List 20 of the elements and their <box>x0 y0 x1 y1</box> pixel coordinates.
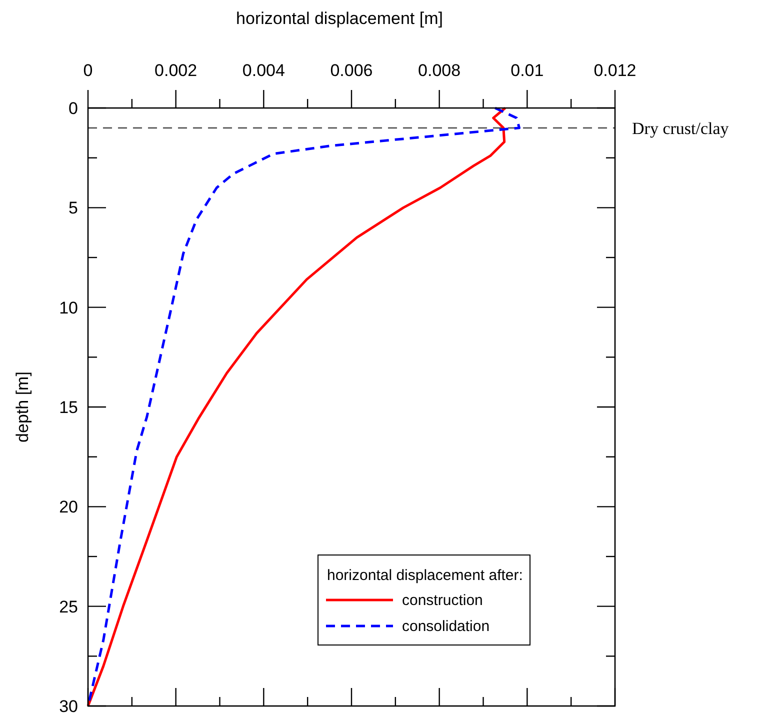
y-tick-label: 10 <box>59 298 78 318</box>
legend-label: consolidation <box>402 618 490 635</box>
x-tick-label: 0.006 <box>330 61 373 80</box>
y-tick-label: 0 <box>68 99 78 118</box>
x-tick-label: 0 <box>83 61 93 80</box>
y-tick-label: 5 <box>68 198 78 218</box>
y-tick-label: 25 <box>59 597 78 616</box>
y-axis-title: depth [m] <box>13 372 32 442</box>
x-tick-label: 0.002 <box>154 61 198 80</box>
x-tick-label: 0.01 <box>510 61 544 80</box>
x-axis-title: horizontal displacement [m] <box>236 9 443 28</box>
y-tick-label: 30 <box>59 697 78 715</box>
x-tick-label: 0.012 <box>594 61 636 80</box>
y-tick-label: 20 <box>59 498 78 517</box>
legend-label: construction <box>402 592 483 609</box>
legend-title: horizontal displacement after: <box>327 567 523 584</box>
x-tick-label: 0.008 <box>418 61 461 80</box>
ref-line-label: Dry crust/clay <box>632 118 730 138</box>
x-tick-label: 0.004 <box>242 61 285 80</box>
y-tick-label: 15 <box>59 398 78 417</box>
